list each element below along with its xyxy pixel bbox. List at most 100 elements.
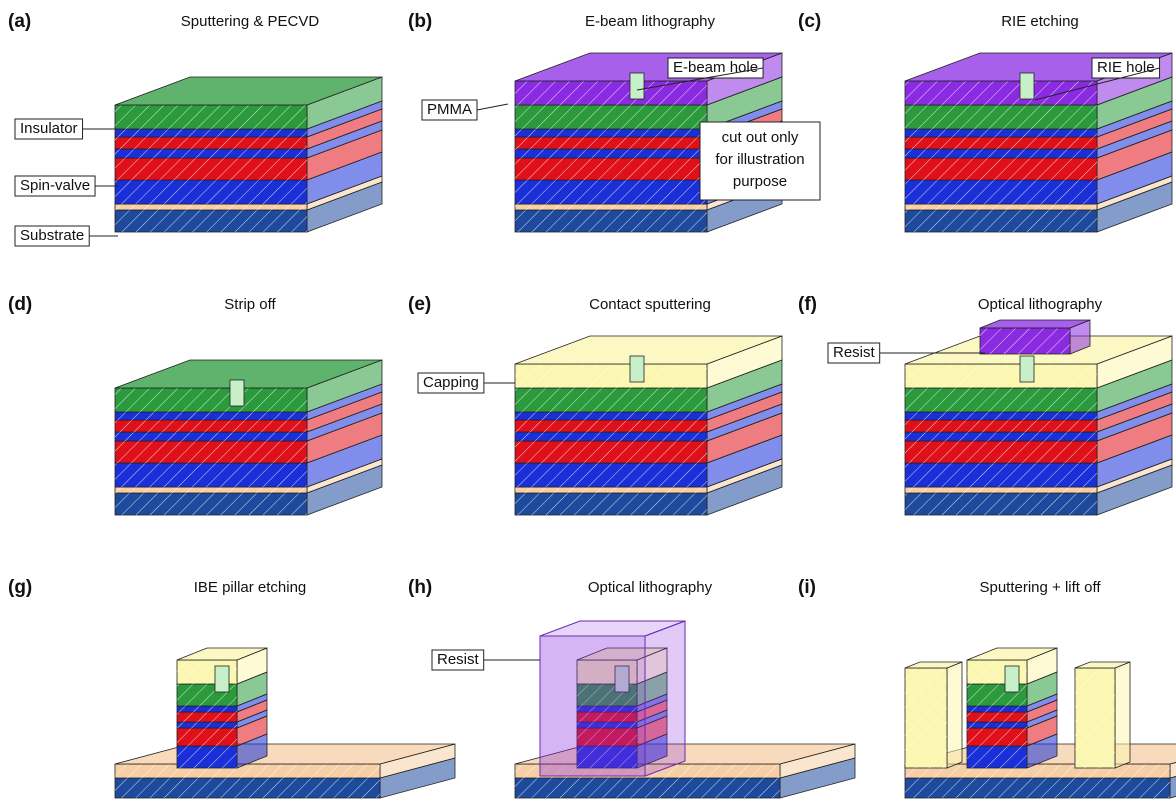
layer-hatch bbox=[905, 81, 1097, 105]
label-text: Resist bbox=[833, 344, 876, 361]
layer-hatch bbox=[115, 764, 380, 778]
layer-hatch bbox=[905, 412, 1097, 420]
panel-letter: (h) bbox=[408, 577, 432, 598]
layer-hatch bbox=[515, 105, 707, 129]
label-text: Insulator bbox=[20, 120, 78, 137]
layer-hatch bbox=[905, 129, 1097, 137]
panel-title: Optical lithography bbox=[978, 296, 1103, 313]
layer-hatch bbox=[177, 712, 237, 722]
hole bbox=[1005, 666, 1019, 692]
label-text: RIE hole bbox=[1097, 59, 1155, 76]
layer-hatch bbox=[905, 463, 1097, 487]
panel-title: Contact sputtering bbox=[589, 296, 711, 313]
hole bbox=[1020, 73, 1034, 99]
layer-hatch bbox=[515, 487, 707, 493]
layer-hatch bbox=[515, 81, 707, 105]
layer-hatch bbox=[177, 706, 237, 712]
layer-hatch bbox=[115, 463, 307, 487]
panel-title: Sputtering + lift off bbox=[979, 579, 1101, 596]
layer-hatch bbox=[115, 420, 307, 432]
layer-hatch bbox=[115, 441, 307, 463]
layer-hatch bbox=[515, 432, 707, 441]
panel-title: Optical lithography bbox=[588, 579, 713, 596]
layer-hatch bbox=[1075, 668, 1115, 768]
panel-title: E-beam lithography bbox=[585, 13, 716, 30]
layer-hatch bbox=[905, 668, 947, 768]
layer-hatch bbox=[115, 204, 307, 210]
layer-hatch bbox=[177, 746, 237, 768]
layer-hatch bbox=[905, 493, 1097, 515]
layer-hatch bbox=[515, 420, 707, 432]
layer-hatch bbox=[905, 778, 1170, 798]
panel-letter: (f) bbox=[798, 294, 817, 315]
layer-hatch bbox=[115, 180, 307, 204]
panel-title: Sputtering & PECVD bbox=[181, 13, 320, 30]
layer-hatch bbox=[967, 722, 1027, 728]
layer-hatch bbox=[115, 105, 307, 129]
layer-hatch bbox=[905, 180, 1097, 204]
panel-title: Strip off bbox=[224, 296, 276, 313]
layer-hatch bbox=[515, 412, 707, 420]
hole bbox=[630, 356, 644, 382]
panel-letter: (a) bbox=[8, 11, 31, 32]
layer-side bbox=[947, 662, 962, 768]
panel-letter: (e) bbox=[408, 294, 431, 315]
layer-top bbox=[980, 320, 1090, 328]
layer-hatch bbox=[515, 441, 707, 463]
layer-side bbox=[1115, 662, 1130, 768]
layer-hatch bbox=[905, 210, 1097, 232]
layer-hatch bbox=[967, 712, 1027, 722]
layer-hatch bbox=[905, 388, 1097, 412]
layer-hatch bbox=[515, 137, 707, 149]
layer-hatch bbox=[980, 328, 1070, 354]
panel-letter: (c) bbox=[798, 11, 821, 32]
layer-hatch bbox=[967, 706, 1027, 712]
layer-hatch bbox=[115, 493, 307, 515]
layer-hatch bbox=[905, 441, 1097, 463]
panel-letter: (g) bbox=[8, 577, 32, 598]
layer-hatch bbox=[515, 129, 707, 137]
resist-front bbox=[540, 636, 645, 776]
layer-hatch bbox=[115, 388, 307, 412]
leader-line bbox=[477, 104, 508, 110]
label-text: Resist bbox=[437, 651, 480, 668]
layer-hatch bbox=[115, 412, 307, 420]
note-line: cut out only bbox=[722, 129, 799, 146]
layer-hatch bbox=[115, 778, 380, 798]
panel-letter: (b) bbox=[408, 11, 432, 32]
layer-hatch bbox=[115, 210, 307, 232]
layer-hatch bbox=[905, 204, 1097, 210]
hole bbox=[230, 380, 244, 406]
layer-hatch bbox=[515, 158, 707, 180]
layer-hatch bbox=[115, 158, 307, 180]
layer-hatch bbox=[905, 420, 1097, 432]
layer-hatch bbox=[905, 487, 1097, 493]
layer-hatch bbox=[515, 364, 707, 388]
panel-letter: (i) bbox=[798, 577, 816, 598]
layer-hatch bbox=[515, 149, 707, 158]
layer-hatch bbox=[177, 728, 237, 746]
layer-hatch bbox=[905, 432, 1097, 441]
label-text: PMMA bbox=[427, 101, 472, 118]
layer-hatch bbox=[515, 778, 780, 798]
layer-hatch bbox=[905, 137, 1097, 149]
layer-hatch bbox=[115, 129, 307, 137]
process-diagram: (a) Sputtering & PECVD (b) E-beam lithograp… bbox=[0, 0, 1176, 803]
layer-hatch bbox=[515, 210, 707, 232]
layer-hatch bbox=[115, 432, 307, 441]
layer-hatch bbox=[905, 105, 1097, 129]
layer-hatch bbox=[515, 463, 707, 487]
layer-hatch bbox=[905, 158, 1097, 180]
layer-hatch bbox=[115, 487, 307, 493]
hole bbox=[215, 666, 229, 692]
layer-hatch bbox=[115, 137, 307, 149]
layer-hatch bbox=[967, 746, 1027, 768]
layer-hatch bbox=[905, 149, 1097, 158]
label-text: Spin-valve bbox=[20, 177, 90, 194]
layer-hatch bbox=[515, 493, 707, 515]
layer-hatch bbox=[515, 388, 707, 412]
note-line: for illustration bbox=[715, 151, 804, 168]
layer-hatch bbox=[515, 204, 707, 210]
layer-hatch bbox=[515, 180, 707, 204]
resist-side bbox=[645, 621, 685, 776]
